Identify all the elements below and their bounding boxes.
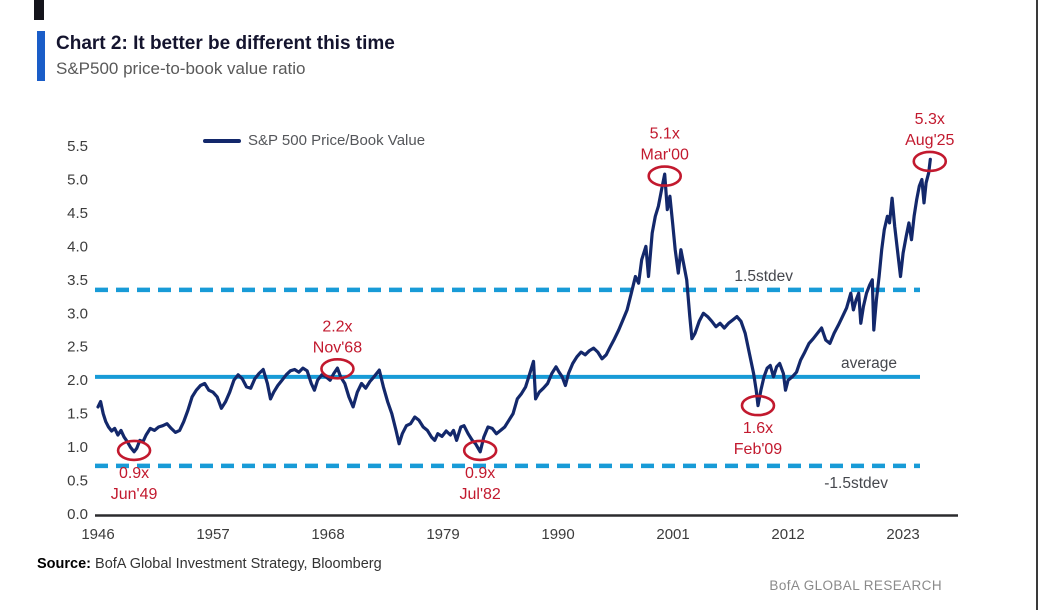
annotation-date: Mar'00 [641,147,690,164]
x-tick-label: 1968 [311,526,344,543]
y-tick-label: 5.5 [67,138,88,155]
y-tick-label: 1.0 [67,439,88,456]
chart-title: Chart 2: It better be different this tim… [56,33,395,54]
y-tick-label: 0.0 [67,506,88,523]
source-text: BofA Global Investment Strategy, Bloombe… [91,556,382,572]
y-tick-label: 3.5 [67,272,88,289]
title-accent-bar [37,31,45,81]
y-tick-label: 1.5 [67,406,88,423]
stdev-upper-line-label: 1.5stdev [734,268,793,285]
x-tick-label: 2001 [656,526,689,543]
annotation-circle [320,358,355,380]
brand-mark: BofA GLOBAL RESEARCH [769,578,942,593]
annotation-value: 5.1x [650,126,680,143]
annotation-value: 0.9x [119,465,149,482]
x-tick-label: 1990 [541,526,574,543]
y-tick-label: 2.5 [67,339,88,356]
x-tick-label: 1946 [81,526,114,543]
x-tick-label: 2023 [886,526,919,543]
legend-label: S&P 500 Price/Book Value [248,132,426,149]
annotation-value: 2.2x [322,318,352,335]
price-line [96,157,932,454]
annotation-date: Aug'25 [905,132,954,149]
x-tick-label: 1979 [426,526,459,543]
y-tick-label: 0.5 [67,473,88,490]
annotation-circle [740,394,776,417]
y-tick-label: 3.0 [67,305,88,322]
annotation-date: Jul'82 [460,486,501,503]
screen-artifact [34,0,44,20]
y-tick-label: 4.5 [67,205,88,222]
annotation-value: 0.9x [465,465,495,482]
y-tick-label: 2.0 [67,372,88,389]
annotation-date: Jun'49 [111,486,158,503]
annotation-circle [462,439,498,462]
y-tick-label: 5.0 [67,171,88,188]
legend-line-swatch [203,138,241,143]
chart-subtitle: S&P500 price-to-book value ratio [56,59,306,78]
annotation-date: Feb'09 [734,441,783,458]
annotation-circle [647,165,683,187]
source-line: Source: BofA Global Investment Strategy,… [37,556,382,572]
average-line-label: average [841,355,897,372]
annotation-circle [116,439,152,462]
annotation-value: 1.6x [743,420,773,437]
screen-edge-line [1036,0,1038,610]
legend: S&P 500 Price/Book Value [203,132,425,149]
chart-header: Chart 2: It better be different this tim… [37,31,395,81]
annotation-circle [912,150,948,173]
stdev-lower-line-label: -1.5stdev [824,475,888,492]
annotation-value: 5.3x [915,111,945,128]
y-tick-label: 4.0 [67,238,88,255]
annotation-date: Nov'68 [313,339,362,356]
x-tick-label: 2012 [771,526,804,543]
x-tick-label: 1957 [196,526,229,543]
source-label: Source: [37,556,91,572]
